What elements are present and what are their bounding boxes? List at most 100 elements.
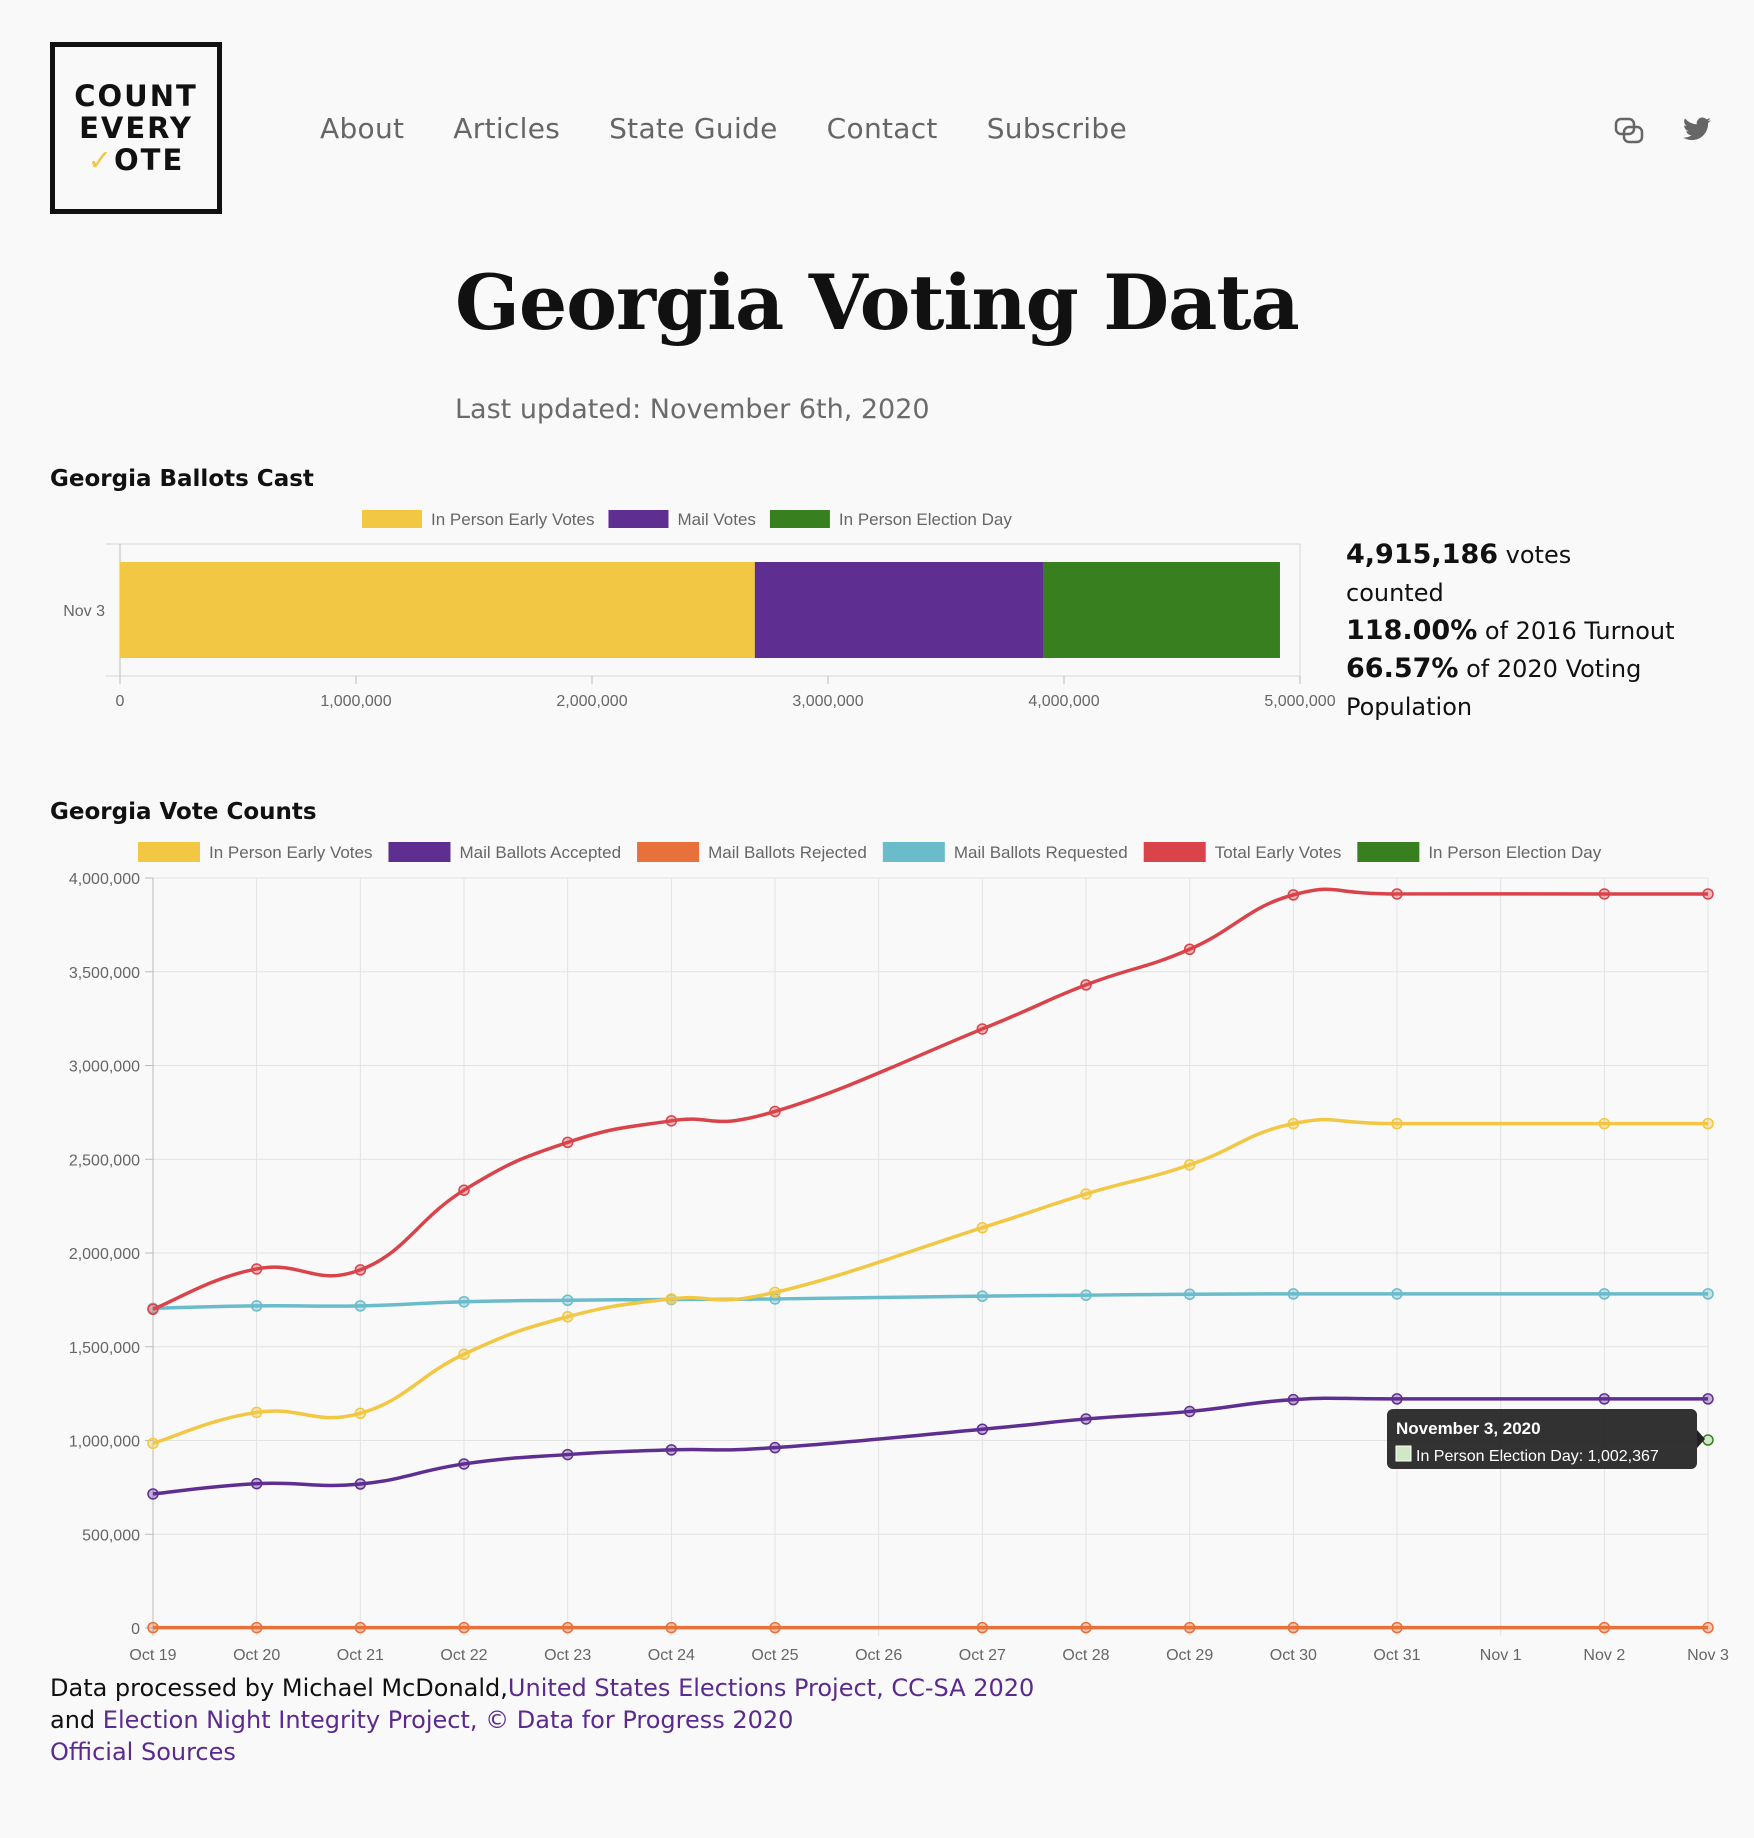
line-point <box>1183 1405 1196 1418</box>
line-point <box>665 1444 678 1456</box>
footer: Data processed by Michael McDonald,Unite… <box>50 1672 1034 1768</box>
twitter-icon[interactable] <box>1683 117 1711 146</box>
line-point <box>250 1406 263 1419</box>
link-official-sources[interactable]: Official Sources <box>50 1738 236 1766</box>
line-series <box>152 1117 1708 1445</box>
bar-segment <box>120 562 755 658</box>
stat-turnout: 118.00% of 2016 Turnout <box>1346 612 1676 650</box>
nav-subscribe[interactable]: Subscribe <box>986 112 1127 145</box>
line-point <box>1702 1288 1714 1300</box>
line-point <box>976 1023 989 1035</box>
line-point <box>1080 979 1092 991</box>
bar-tick-label: 5,000,000 <box>1264 693 1335 710</box>
line-point <box>458 1296 470 1308</box>
ballots-section-title: Georgia Ballots Cast <box>50 466 314 492</box>
line-point <box>769 1621 781 1634</box>
line-x-tick-label: Oct 31 <box>1373 1647 1420 1664</box>
line-point <box>458 1348 470 1360</box>
line-point <box>147 1303 159 1315</box>
logo-line-vote-text: OTE <box>114 143 185 177</box>
line-y-tick-label: 0 <box>131 1621 140 1638</box>
line-x-tick-label: Oct 25 <box>751 1647 798 1664</box>
line-legend-swatch <box>1357 842 1420 862</box>
bar-legend-swatch <box>769 510 830 528</box>
line-point <box>561 1448 574 1461</box>
logo[interactable]: COUNT EVERY ✓OTE <box>50 42 222 214</box>
line-point <box>354 1478 367 1490</box>
line-x-tick-label: Oct 26 <box>855 1647 902 1664</box>
footer-text-2: and <box>50 1706 103 1734</box>
nav-articles[interactable]: Articles <box>453 112 561 145</box>
stat-population-value: 66.57% <box>1346 653 1459 684</box>
nav-about[interactable]: About <box>320 112 405 145</box>
nav-contact[interactable]: Contact <box>826 112 938 145</box>
line-legend-swatch <box>882 842 945 862</box>
line-point <box>561 1621 574 1634</box>
line-x-tick-label: Nov 1 <box>1480 1647 1522 1664</box>
line-point <box>1183 1288 1196 1300</box>
line-legend-swatch <box>388 842 451 862</box>
checkmark-icon: ✓ <box>87 143 115 177</box>
line-point <box>1183 1621 1196 1634</box>
nav-state-guide[interactable]: State Guide <box>609 112 778 145</box>
line-point <box>250 1477 263 1490</box>
vote-counts-line-chart: In Person Early Votes Mail Ballots Accept… <box>69 842 1729 1664</box>
bar-legend-item: In Person Election Day <box>769 510 1012 529</box>
line-x-tick-label: Oct 24 <box>648 1647 695 1664</box>
page-title: Georgia Voting Data <box>455 258 1300 347</box>
tooltip-background <box>1387 1409 1697 1469</box>
line-y-tick-label: 3,000,000 <box>69 1059 140 1076</box>
line-y-tick-label: 1,000,000 <box>69 1434 140 1451</box>
bar-tick-label: 2,000,000 <box>556 693 627 710</box>
line-series <box>152 1292 1708 1311</box>
footer-line-3: Official Sources <box>50 1736 1034 1768</box>
line-point <box>458 1184 470 1196</box>
line-point <box>561 1311 574 1323</box>
bar-legend-label: In Person Early Votes <box>431 510 594 529</box>
link-integrity-project[interactable]: Election Night Integrity Project, © Data… <box>102 1706 794 1734</box>
line-x-tick-label: Oct 30 <box>1270 1647 1317 1664</box>
tooltip-caret <box>1697 1430 1705 1448</box>
line-x-tick-label: Nov 2 <box>1583 1647 1625 1664</box>
line-y-tick-label: 1,500,000 <box>69 1340 140 1357</box>
line-legend-label: Mail Ballots Requested <box>954 843 1128 862</box>
bar-legend-swatch <box>362 510 422 528</box>
line-point <box>1702 1393 1714 1405</box>
line-point <box>976 1621 989 1634</box>
line-legend-label: In Person Early Votes <box>209 843 372 862</box>
chart-tooltip: November 3, 2020 In Person Election Day: … <box>1387 1409 1705 1469</box>
line-legend-item: Mail Ballots Rejected <box>637 842 867 862</box>
line-point <box>769 1105 781 1118</box>
bar-legend-item: Mail Votes <box>608 510 756 529</box>
bar-tick-label: 3,000,000 <box>792 693 863 710</box>
line-point <box>1391 1393 1403 1405</box>
line-legend-swatch <box>1143 842 1206 862</box>
line-point <box>147 1621 159 1634</box>
line-point <box>665 1293 678 1305</box>
line-x-tick-label: Oct 28 <box>1062 1647 1109 1664</box>
bar-tick-label: 1,000,000 <box>320 693 391 710</box>
line-point <box>665 1115 678 1127</box>
last-updated: Last updated: November 6th, 2020 <box>455 394 930 425</box>
link-elections-project[interactable]: United States Elections Project, CC-SA 2… <box>507 1674 1035 1702</box>
counts-section-title: Georgia Vote Counts <box>50 799 317 825</box>
line-x-tick-label: Oct 21 <box>337 1647 384 1664</box>
line-point <box>561 1136 574 1149</box>
line-x-tick-label: Oct 22 <box>440 1647 487 1664</box>
chat-icon[interactable] <box>1614 117 1644 150</box>
line-legend-swatch <box>138 842 200 862</box>
line-point <box>1702 1621 1714 1634</box>
logo-line-vote: ✓OTE <box>88 144 185 176</box>
line-point <box>458 1458 470 1470</box>
line-x-tick-label: Oct 19 <box>129 1647 176 1664</box>
line-point <box>976 1221 989 1234</box>
bar-legend-label: In Person Election Day <box>839 510 1012 529</box>
tooltip-title: November 3, 2020 <box>1396 1419 1541 1438</box>
tooltip-swatch <box>1395 1445 1412 1462</box>
line-point <box>250 1621 263 1634</box>
line-point <box>1287 889 1300 901</box>
line-point <box>1287 1117 1300 1130</box>
bar-legend-label: Mail Votes <box>677 510 755 529</box>
line-point <box>665 1621 678 1634</box>
line-x-tick-label: Oct 23 <box>544 1647 591 1664</box>
